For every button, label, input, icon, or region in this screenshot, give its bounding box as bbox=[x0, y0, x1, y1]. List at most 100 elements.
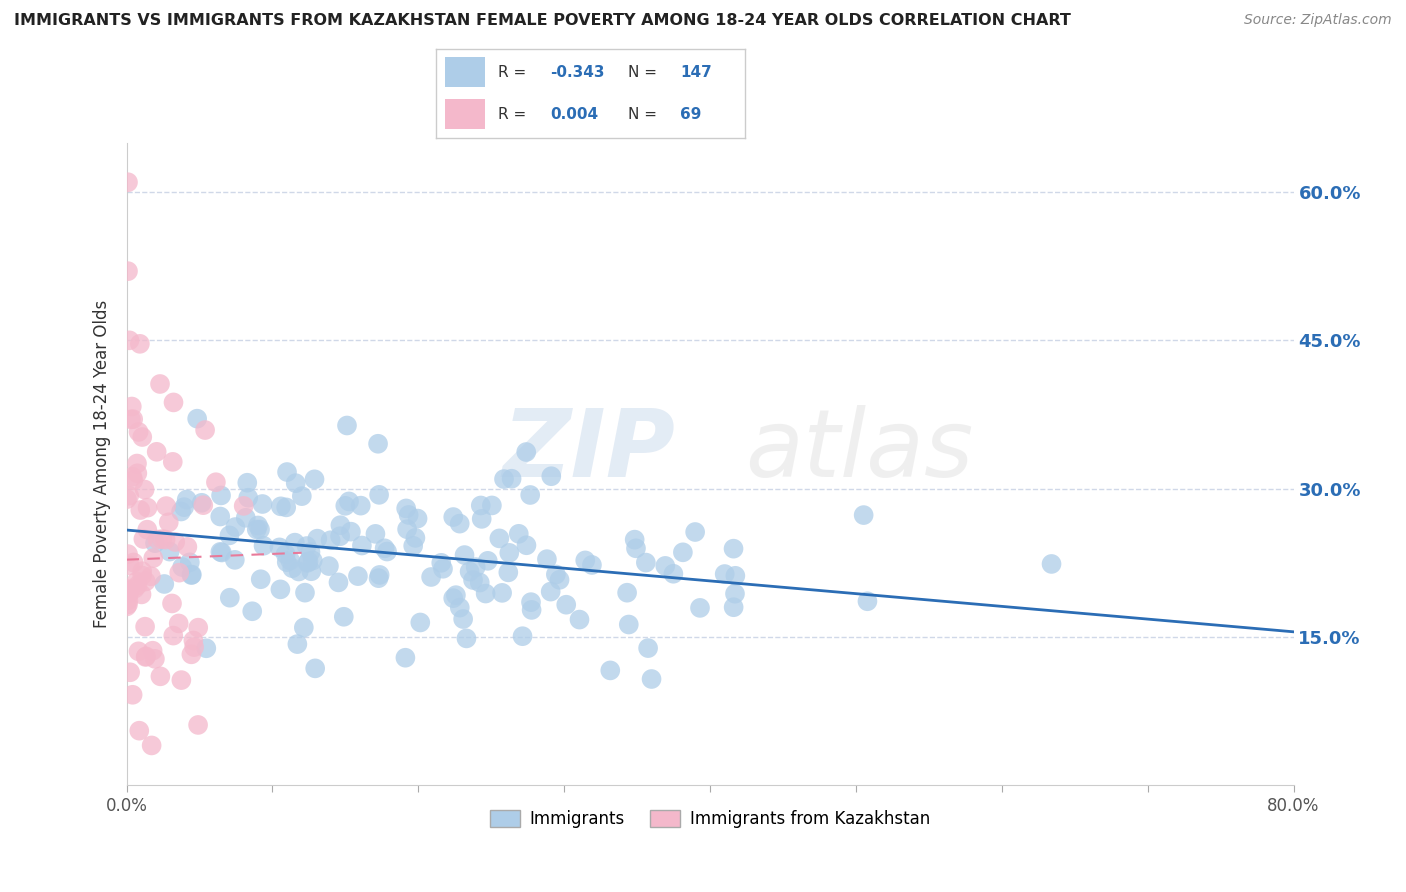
Point bbox=[498, 546, 520, 560]
Point bbox=[232, 499, 254, 513]
Point bbox=[477, 554, 499, 568]
Point bbox=[142, 643, 165, 657]
Point bbox=[117, 264, 139, 278]
Text: -0.343: -0.343 bbox=[550, 65, 605, 79]
Point bbox=[623, 533, 645, 547]
Point bbox=[134, 483, 156, 497]
Point bbox=[141, 739, 163, 753]
Point bbox=[134, 620, 156, 634]
Point bbox=[520, 595, 543, 609]
Point bbox=[128, 425, 150, 439]
Point bbox=[125, 457, 148, 471]
Point bbox=[172, 560, 194, 574]
Point bbox=[294, 585, 316, 599]
Point bbox=[183, 633, 205, 648]
Point bbox=[150, 532, 173, 546]
Point bbox=[299, 564, 322, 578]
Point bbox=[249, 523, 271, 537]
Point bbox=[491, 586, 513, 600]
Point bbox=[160, 597, 183, 611]
Point bbox=[146, 533, 169, 547]
Point bbox=[515, 538, 537, 552]
Point bbox=[395, 501, 418, 516]
Point bbox=[540, 469, 562, 483]
Point bbox=[118, 585, 141, 599]
Point bbox=[319, 533, 342, 548]
Point bbox=[276, 555, 298, 569]
Point bbox=[512, 629, 534, 643]
Point bbox=[180, 567, 202, 582]
Point bbox=[367, 571, 389, 585]
Point bbox=[449, 600, 471, 615]
Point bbox=[285, 637, 308, 651]
Point bbox=[127, 467, 149, 481]
Legend: Immigrants, Immigrants from Kazakhstan: Immigrants, Immigrants from Kazakhstan bbox=[484, 803, 936, 834]
Point bbox=[852, 508, 875, 522]
Point bbox=[131, 564, 153, 578]
Point bbox=[132, 532, 155, 546]
Point bbox=[117, 598, 139, 612]
Point bbox=[498, 566, 520, 580]
Point bbox=[127, 578, 149, 592]
Point bbox=[143, 536, 166, 550]
Point bbox=[634, 556, 657, 570]
Point bbox=[297, 556, 319, 570]
Point bbox=[218, 591, 240, 605]
Point bbox=[224, 520, 246, 534]
Point bbox=[121, 469, 143, 483]
Point bbox=[180, 648, 202, 662]
Point bbox=[121, 400, 143, 414]
Text: 0.004: 0.004 bbox=[550, 107, 599, 121]
Point bbox=[167, 616, 190, 631]
Point bbox=[406, 511, 429, 525]
Point bbox=[187, 718, 209, 732]
Point bbox=[270, 500, 292, 514]
Text: atlas: atlas bbox=[745, 406, 973, 497]
Point bbox=[162, 455, 184, 469]
Point bbox=[218, 528, 240, 542]
Point bbox=[350, 539, 373, 553]
Point bbox=[224, 553, 246, 567]
Point bbox=[409, 615, 432, 630]
Point bbox=[129, 503, 152, 517]
Point bbox=[246, 523, 269, 537]
Point bbox=[236, 475, 259, 490]
Point bbox=[616, 585, 638, 599]
Point bbox=[287, 565, 309, 579]
Point bbox=[568, 613, 591, 627]
Point bbox=[488, 532, 510, 546]
Point bbox=[162, 629, 184, 643]
Point bbox=[581, 558, 603, 572]
Point bbox=[183, 640, 205, 654]
Point bbox=[235, 510, 257, 524]
Point bbox=[209, 509, 232, 524]
Point bbox=[307, 532, 329, 546]
Point bbox=[329, 529, 352, 543]
Point bbox=[176, 540, 198, 554]
Point bbox=[540, 584, 562, 599]
Point bbox=[252, 497, 274, 511]
Point bbox=[449, 516, 471, 531]
Point bbox=[481, 499, 503, 513]
Point bbox=[159, 544, 181, 558]
Point bbox=[124, 582, 146, 596]
Point bbox=[471, 512, 494, 526]
Point bbox=[142, 551, 165, 566]
Point bbox=[128, 723, 150, 738]
Point bbox=[193, 498, 215, 512]
Point bbox=[461, 573, 484, 587]
Point bbox=[555, 598, 578, 612]
Point bbox=[335, 499, 357, 513]
Point bbox=[444, 588, 467, 602]
Point bbox=[515, 445, 537, 459]
Point bbox=[117, 593, 139, 607]
Point bbox=[190, 496, 212, 510]
Point bbox=[724, 587, 747, 601]
Point bbox=[458, 565, 481, 579]
Point bbox=[173, 500, 195, 515]
Point bbox=[269, 541, 291, 555]
Point bbox=[167, 566, 190, 580]
Point bbox=[209, 545, 232, 559]
Point bbox=[624, 541, 647, 556]
Point bbox=[170, 673, 193, 687]
